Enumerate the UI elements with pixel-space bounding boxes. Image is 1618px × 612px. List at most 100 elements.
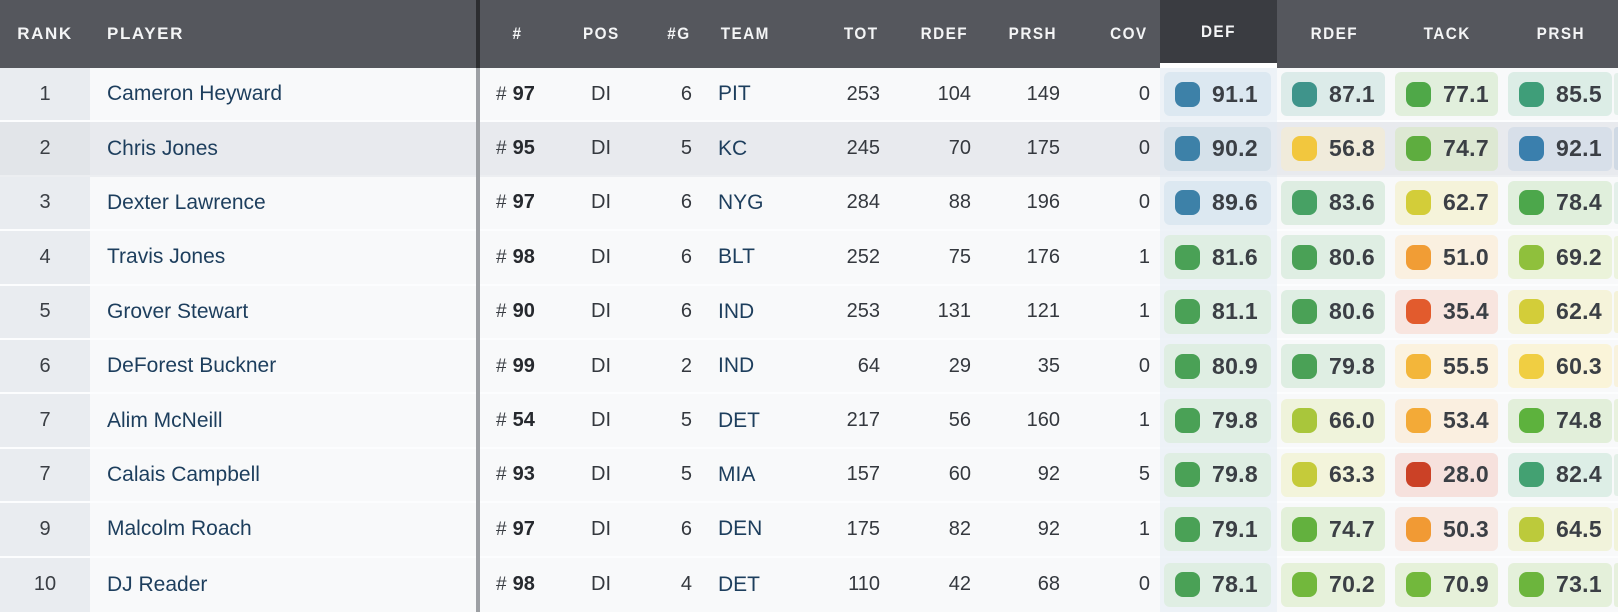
- games-cell: 4: [626, 557, 694, 612]
- grade-pill: 53.4: [1395, 398, 1498, 443]
- run-defense-snaps-cell: 29: [884, 339, 974, 395]
- grade-color-badge: [1519, 408, 1544, 434]
- table-row[interactable]: 7 Calais Campbell #93 DI 5 MIA 157 60 92…: [0, 448, 1618, 504]
- team-link[interactable]: PIT: [718, 82, 751, 106]
- jersey-cell: #97: [480, 68, 556, 123]
- player-link[interactable]: Cameron Heyward: [107, 82, 283, 106]
- team-link[interactable]: MIA: [718, 462, 756, 486]
- table-row[interactable]: 3 Dexter Lawrence #97 DI 6 NYG 284 88 19…: [0, 176, 1618, 232]
- grade-color-badge: [1406, 353, 1431, 379]
- header-jersey-number[interactable]: #: [480, 0, 556, 68]
- header-games[interactable]: #G: [626, 0, 694, 68]
- jersey-hash: #: [496, 246, 507, 268]
- table-row[interactable]: 10 DJ Reader #98 DI 4 DET 110 42 68 0 78…: [0, 557, 1618, 612]
- table-row[interactable]: 1 Cameron Heyward #97 DI 6 PIT 253 104 1…: [0, 68, 1618, 123]
- header-prsh-grade[interactable]: PRSH: [1504, 0, 1618, 68]
- position-cell: DI: [556, 339, 626, 395]
- grade-color-badge: [1519, 516, 1544, 542]
- grade-pill: 79.8: [1164, 452, 1271, 497]
- pass-rush-snaps-cell: 176: [974, 231, 1062, 286]
- player-cell: Alim McNeill: [90, 394, 476, 449]
- total-snaps-cell: 157: [784, 448, 884, 504]
- team-cell: DEN: [694, 503, 784, 558]
- header-rdef-grade[interactable]: RDEF: [1277, 0, 1391, 68]
- def-grade-cell: 90.2: [1160, 122, 1277, 177]
- player-link[interactable]: Chris Jones: [107, 136, 218, 160]
- rank-cell: 10: [0, 557, 90, 612]
- grade-value: 81.6: [1212, 243, 1258, 270]
- team-link[interactable]: IND: [718, 354, 755, 378]
- player-link[interactable]: Malcolm Roach: [107, 517, 252, 541]
- team-link[interactable]: DEN: [718, 517, 763, 541]
- tack-grade-cell: 35.4: [1391, 285, 1504, 340]
- player-link[interactable]: Alim McNeill: [107, 408, 223, 432]
- table-row[interactable]: 5 Grover Stewart #90 DI 6 IND 253 131 12…: [0, 285, 1618, 340]
- grade-pill: 85.5: [1508, 72, 1612, 117]
- grade-value: 74.8: [1556, 407, 1602, 434]
- prsh-grade-cell: 85.5: [1504, 68, 1618, 123]
- table-row[interactable]: 2 Chris Jones #95 DI 5 KC 245 70 175 0 9…: [0, 122, 1618, 177]
- run-defense-snaps-cell: 104: [884, 68, 974, 123]
- frozen-pane-divider: [476, 0, 480, 68]
- header-pass-rush-snaps[interactable]: PRSH: [974, 0, 1062, 68]
- def-grade-cell: 81.6: [1160, 231, 1277, 286]
- team-link[interactable]: IND: [718, 299, 755, 323]
- team-link[interactable]: DET: [718, 572, 760, 596]
- header-total-snaps[interactable]: TOT: [784, 0, 884, 68]
- rdef-grade-cell: 56.8: [1277, 122, 1391, 177]
- player-link[interactable]: Dexter Lawrence: [107, 190, 266, 214]
- team-link[interactable]: DET: [718, 408, 760, 432]
- total-snaps-cell: 217: [784, 394, 884, 449]
- team-cell: BLT: [694, 231, 784, 286]
- player-link[interactable]: Travis Jones: [107, 245, 226, 269]
- run-defense-snaps-cell: 42: [884, 557, 974, 612]
- rdef-grade-cell: 63.3: [1277, 448, 1391, 504]
- header-team[interactable]: TEAM: [694, 0, 784, 68]
- table-row[interactable]: 9 Malcolm Roach #97 DI 6 DEN 175 82 92 1…: [0, 503, 1618, 558]
- jersey-cell: #93: [480, 448, 556, 504]
- header-tack-grade[interactable]: TACK: [1391, 0, 1504, 68]
- rank-value: 5: [39, 300, 51, 323]
- table-row[interactable]: 7 Alim McNeill #54 DI 5 DET 217 56 160 1…: [0, 394, 1618, 449]
- pass-rush-snaps-cell: 68: [974, 557, 1062, 612]
- prsh-grade-cell: 69.2: [1504, 231, 1618, 286]
- header-rank[interactable]: RANK: [0, 0, 90, 68]
- player-link[interactable]: DeForest Buckner: [107, 354, 277, 378]
- jersey-number: 93: [512, 463, 535, 486]
- header-coverage-snaps[interactable]: COV: [1062, 0, 1160, 68]
- grade-pill: 63.3: [1281, 452, 1385, 497]
- header-def-grade-sorted[interactable]: DEF: [1160, 0, 1277, 68]
- player-link[interactable]: Calais Campbell: [107, 462, 260, 486]
- player-link[interactable]: DJ Reader: [107, 572, 208, 596]
- def-grade-cell: 89.6: [1160, 176, 1277, 232]
- team-link[interactable]: NYG: [718, 190, 764, 214]
- frozen-pane-divider: [476, 176, 480, 232]
- table-row[interactable]: 4 Travis Jones #98 DI 6 BLT 252 75 176 1…: [0, 231, 1618, 286]
- grade-pill: 81.6: [1164, 235, 1271, 280]
- rdef-grade-cell: 80.6: [1277, 285, 1391, 340]
- header-player[interactable]: PLAYER: [90, 0, 476, 68]
- player-cell: DeForest Buckner: [90, 339, 476, 395]
- header-run-defense-snaps[interactable]: RDEF: [884, 0, 974, 68]
- grade-pill: 77.1: [1395, 72, 1498, 117]
- frozen-pane-divider: [476, 122, 480, 177]
- grade-value: 78.1: [1212, 571, 1258, 598]
- tack-grade-cell: 62.7: [1391, 176, 1504, 232]
- pass-rush-snaps-cell: 160: [974, 394, 1062, 449]
- grade-pill: 79.8: [1164, 398, 1271, 443]
- grade-value: 63.3: [1329, 461, 1375, 488]
- grade-color-badge: [1292, 244, 1317, 270]
- grade-color-badge: [1292, 408, 1317, 434]
- grade-color-badge: [1175, 136, 1200, 162]
- header-position[interactable]: POS: [556, 0, 626, 68]
- team-link[interactable]: KC: [718, 136, 748, 160]
- frozen-pane-divider: [476, 339, 480, 395]
- team-link[interactable]: BLT: [718, 245, 755, 269]
- next-column-sliver: [1614, 399, 1618, 442]
- grade-value: 81.1: [1212, 298, 1258, 325]
- table-row[interactable]: 6 DeForest Buckner #99 DI 2 IND 64 29 35…: [0, 339, 1618, 395]
- grade-pill: 73.1: [1508, 562, 1612, 607]
- player-link[interactable]: Grover Stewart: [107, 299, 249, 323]
- grade-pill: 79.1: [1164, 507, 1271, 552]
